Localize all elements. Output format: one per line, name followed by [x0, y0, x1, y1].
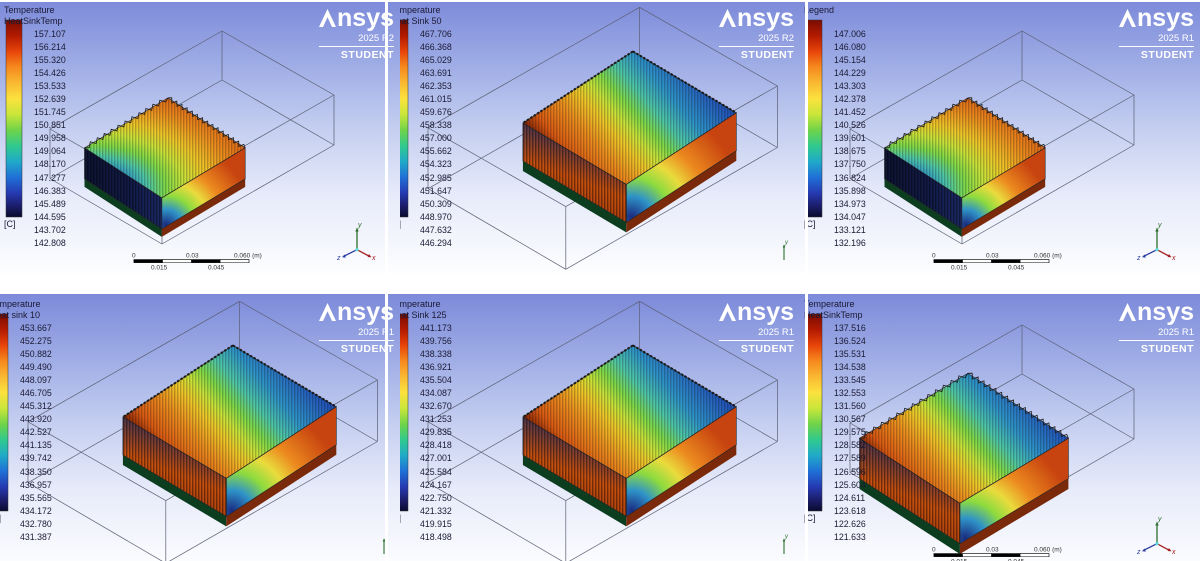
- svg-text:0.060 (m): 0.060 (m): [1034, 253, 1062, 260]
- svg-text:0.03: 0.03: [986, 547, 999, 554]
- svg-text:x: x: [1171, 255, 1176, 262]
- svg-text:y: y: [784, 534, 789, 540]
- svg-text:0.045: 0.045: [1008, 265, 1025, 272]
- svg-text:z: z: [1136, 549, 1141, 556]
- svg-text:0.015: 0.015: [951, 265, 968, 272]
- svg-text:y: y: [1157, 222, 1162, 229]
- svg-text:0.03: 0.03: [186, 253, 199, 260]
- svg-text:0.045: 0.045: [208, 265, 225, 272]
- svg-text:0.015: 0.015: [151, 265, 168, 272]
- svg-text:0.060 (m): 0.060 (m): [234, 253, 262, 260]
- svg-text:z: z: [336, 255, 341, 262]
- svg-text:y: y: [784, 240, 789, 246]
- svg-text:y: y: [1157, 516, 1162, 523]
- svg-text:0.03: 0.03: [986, 253, 999, 260]
- svg-text:x: x: [1171, 549, 1176, 556]
- svg-text:z: z: [1136, 255, 1141, 262]
- svg-text:x: x: [371, 255, 376, 262]
- svg-text:0: 0: [932, 547, 936, 554]
- svg-text:0: 0: [932, 253, 936, 260]
- svg-text:y: y: [357, 222, 362, 229]
- svg-text:0.060 (m): 0.060 (m): [1034, 547, 1062, 554]
- svg-text:0: 0: [132, 253, 136, 260]
